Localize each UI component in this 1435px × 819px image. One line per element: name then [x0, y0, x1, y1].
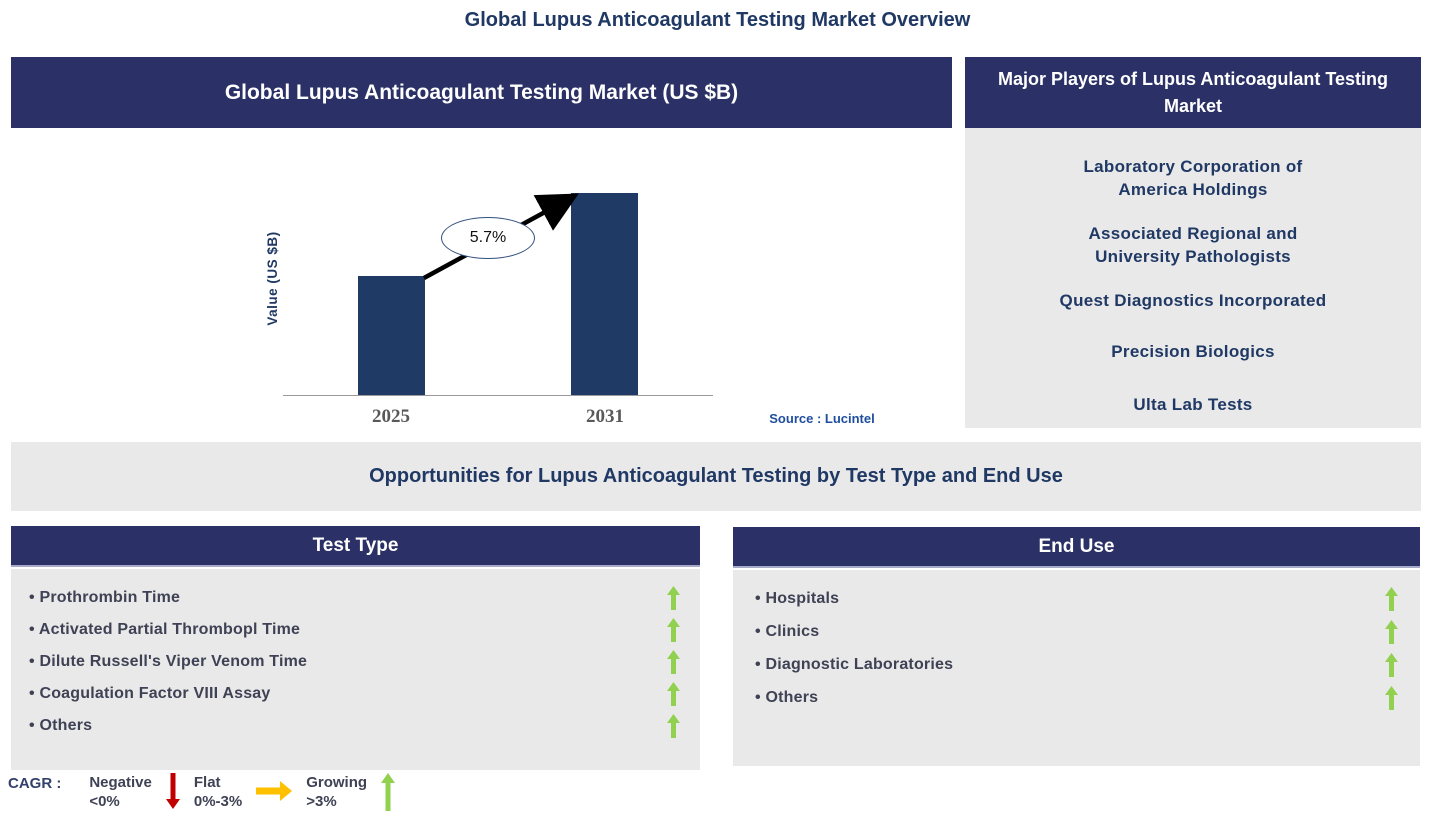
- major-players-header: Major Players of Lupus Anticoagulant Tes…: [965, 57, 1421, 128]
- test-type-row: Dilute Russell's Viper Venom Time: [29, 646, 680, 678]
- test-type-label: Others: [29, 717, 92, 735]
- cagr-value: 5.7%: [469, 229, 507, 246]
- end-use-label: Others: [755, 689, 818, 707]
- test-type-label: Dilute Russell's Viper Venom Time: [29, 653, 307, 671]
- company-item: Associated Regional and University Patho…: [1088, 224, 1298, 266]
- growth-arrow: [422, 193, 579, 280]
- company-item: Laboratory Corporation of America Holdin…: [1083, 157, 1303, 199]
- test-type-label: Activated Partial Thrombopl Time: [29, 621, 300, 639]
- growing-up-arrow-icon: [667, 714, 680, 738]
- negative-down-arrow-icon: [165, 773, 180, 809]
- end-use-row: Others: [755, 681, 1398, 714]
- test-type-list: Prothrombin Time Activated Partial Throm…: [11, 569, 700, 770]
- test-type-row: Coagulation Factor VIII Assay: [29, 678, 680, 710]
- flat-right-arrow-icon: [256, 781, 293, 801]
- test-type-row: Others: [29, 710, 680, 742]
- end-use-label: Diagnostic Laboratories: [755, 656, 953, 674]
- company-item: Precision Biologics: [1111, 342, 1275, 361]
- end-use-row: Diagnostic Laboratories: [755, 648, 1398, 681]
- major-players-list: Laboratory Corporation of America Holdin…: [965, 128, 1421, 428]
- growing-up-arrow-icon: [1385, 586, 1398, 611]
- end-use-row: Hospitals: [755, 582, 1398, 615]
- legend-negative-label: Negative <0%: [89, 774, 152, 810]
- company-item: Quest Diagnostics Incorporated: [1059, 291, 1327, 310]
- growing-up-arrow-icon: [1385, 619, 1398, 644]
- test-type-label: Prothrombin Time: [29, 589, 180, 607]
- source-note: Source : Lucintel: [769, 411, 875, 426]
- growing-up-arrow-icon: [1385, 685, 1398, 710]
- end-use-header: End Use: [733, 527, 1420, 568]
- x-tick-2025: 2025: [372, 406, 410, 427]
- growing-up-arrow-icon: [667, 618, 680, 642]
- bar-2025: [358, 276, 425, 395]
- test-type-header: Test Type: [11, 526, 700, 567]
- end-use-list: Hospitals Clinics Diagnostic Laboratorie…: [733, 570, 1420, 766]
- end-use-row: Clinics: [755, 615, 1398, 648]
- bar-2031: [571, 193, 638, 395]
- cagr-callout: 5.7%: [441, 217, 535, 259]
- growing-up-arrow-icon: [667, 682, 680, 706]
- test-type-row: Prothrombin Time: [29, 582, 680, 614]
- bar-chart-plot-area: [283, 150, 713, 396]
- cagr-legend: CAGR : Negative <0% Flat 0%-3% Growing >…: [8, 773, 409, 811]
- company-item: Ulta Lab Tests: [1133, 395, 1253, 414]
- chart-panel-header: Global Lupus Anticoagulant Testing Marke…: [11, 57, 952, 128]
- x-tick-2031: 2031: [586, 406, 624, 427]
- page-title: Global Lupus Anticoagulant Testing Marke…: [464, 9, 971, 31]
- test-type-row: Activated Partial Thrombopl Time: [29, 614, 680, 646]
- end-use-label: Hospitals: [755, 590, 839, 608]
- end-use-label: Clinics: [755, 623, 819, 641]
- growing-up-arrow-icon: [381, 773, 396, 811]
- growing-up-arrow-icon: [1385, 652, 1398, 677]
- growing-up-arrow-icon: [667, 650, 680, 674]
- cagr-legend-title: CAGR :: [8, 775, 62, 792]
- test-type-label: Coagulation Factor VIII Assay: [29, 685, 271, 703]
- growing-up-arrow-icon: [667, 586, 680, 610]
- opportunities-band-title: Opportunities for Lupus Anticoagulant Te…: [11, 442, 1421, 511]
- legend-growing-label: Growing >3%: [306, 774, 368, 810]
- legend-flat-label: Flat 0%-3%: [193, 774, 243, 810]
- chart-y-axis-label: Value (US $B): [265, 231, 280, 326]
